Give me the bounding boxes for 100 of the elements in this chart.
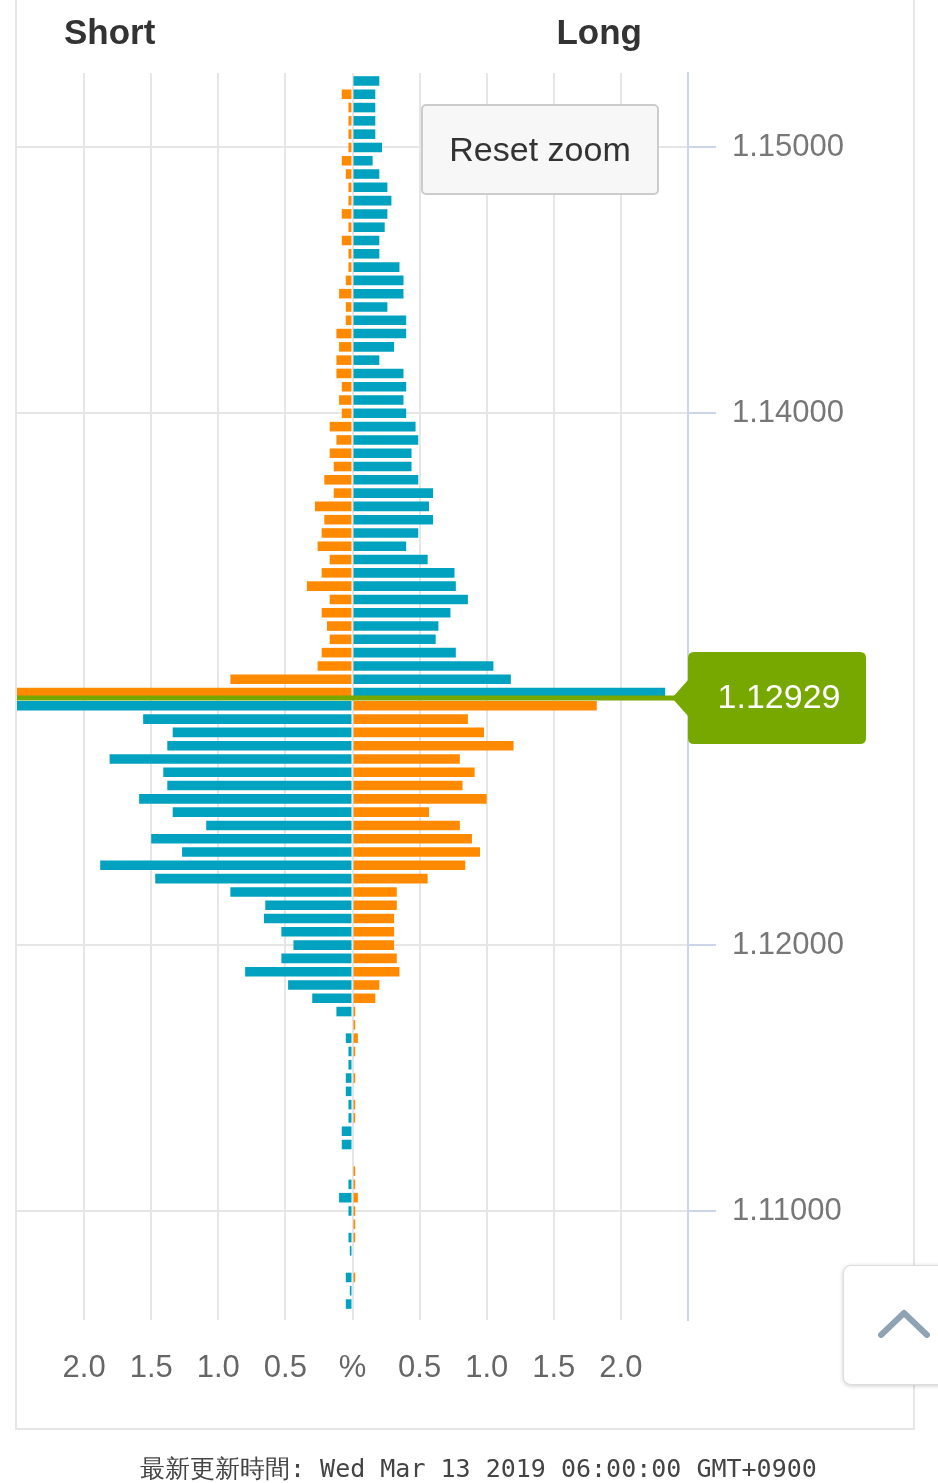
bar — [341, 89, 352, 100]
bar — [182, 847, 352, 857]
bar — [353, 408, 407, 419]
ref-line-label: 1.12929 — [717, 677, 841, 716]
bar — [353, 395, 404, 405]
bar — [353, 900, 397, 911]
bar — [327, 621, 352, 631]
bar — [348, 1059, 352, 1070]
y-tick-label: 1.12000 — [732, 925, 845, 961]
bar — [329, 554, 352, 565]
bar — [353, 873, 428, 884]
bar — [336, 368, 352, 379]
bar — [341, 1126, 352, 1137]
bar — [353, 89, 376, 100]
bar — [339, 342, 352, 352]
bar — [109, 754, 352, 764]
bar — [265, 900, 352, 911]
bar — [353, 754, 460, 764]
bar — [345, 275, 352, 286]
bar — [353, 554, 428, 565]
bar — [353, 421, 416, 432]
bar — [329, 594, 352, 605]
bar — [353, 528, 419, 538]
bar — [353, 980, 380, 990]
x-tick-label: 1.0 — [465, 1349, 509, 1385]
bar — [353, 1033, 358, 1043]
bar — [245, 966, 352, 977]
bar — [345, 169, 352, 179]
bar — [353, 222, 385, 232]
bar — [353, 461, 412, 472]
bar — [353, 820, 460, 831]
bar — [353, 740, 514, 751]
bar — [348, 142, 352, 153]
bar — [345, 1272, 352, 1283]
bar — [317, 661, 352, 671]
bar — [353, 661, 494, 671]
bar — [353, 315, 407, 326]
bar — [345, 1299, 352, 1309]
bar — [321, 607, 352, 618]
bar — [353, 514, 434, 525]
bar — [348, 129, 352, 139]
text: Long — [556, 12, 642, 51]
y-tick-label: 1.15000 — [732, 127, 845, 163]
bar — [339, 288, 352, 299]
bar — [348, 222, 352, 232]
x-tick-label: 2.0 — [62, 1349, 106, 1385]
bar — [353, 621, 439, 631]
bar — [353, 328, 407, 339]
bar — [206, 820, 352, 831]
bar — [353, 647, 456, 658]
bar — [353, 767, 475, 778]
bar — [339, 395, 352, 405]
bar — [333, 461, 352, 472]
bar — [353, 475, 419, 485]
bar — [345, 1086, 352, 1097]
bar — [353, 966, 400, 977]
bar — [353, 169, 380, 179]
bar — [314, 501, 352, 512]
bar — [288, 980, 352, 990]
bar — [341, 209, 352, 219]
bar — [353, 780, 463, 791]
bar — [324, 475, 352, 485]
x-tick-label: % — [338, 1349, 367, 1385]
bar — [230, 674, 352, 684]
bar — [155, 873, 352, 884]
x-tick-label: 1.5 — [532, 1349, 576, 1385]
bar — [341, 1139, 352, 1150]
y-tick-label: 1.11000 — [732, 1191, 842, 1227]
bar — [151, 833, 352, 844]
bar — [353, 209, 388, 219]
x-tick-label: 0.5 — [398, 1349, 442, 1385]
bar — [333, 488, 352, 498]
y-tick-label: 1.14000 — [732, 393, 845, 429]
bar — [312, 993, 352, 1004]
bar — [353, 249, 380, 259]
bar — [353, 195, 392, 206]
bar — [281, 953, 352, 964]
bar — [353, 940, 395, 950]
bar — [336, 1006, 352, 1017]
bar — [353, 847, 480, 857]
bar — [348, 1099, 352, 1110]
x-tick-label: 2.0 — [599, 1349, 643, 1385]
bar — [353, 794, 487, 804]
bar — [348, 1232, 352, 1243]
bar — [353, 142, 383, 153]
bar — [353, 634, 436, 645]
bar — [167, 780, 352, 791]
bar — [341, 408, 352, 419]
bar — [353, 674, 511, 684]
bar — [353, 953, 397, 964]
bar — [353, 887, 397, 897]
bar — [353, 155, 373, 166]
bar — [348, 262, 352, 272]
bar — [345, 1073, 352, 1083]
bar — [353, 607, 451, 618]
bar — [348, 116, 352, 126]
bar — [293, 940, 352, 950]
bar — [348, 182, 352, 193]
bar — [172, 807, 352, 817]
bar — [167, 740, 352, 751]
